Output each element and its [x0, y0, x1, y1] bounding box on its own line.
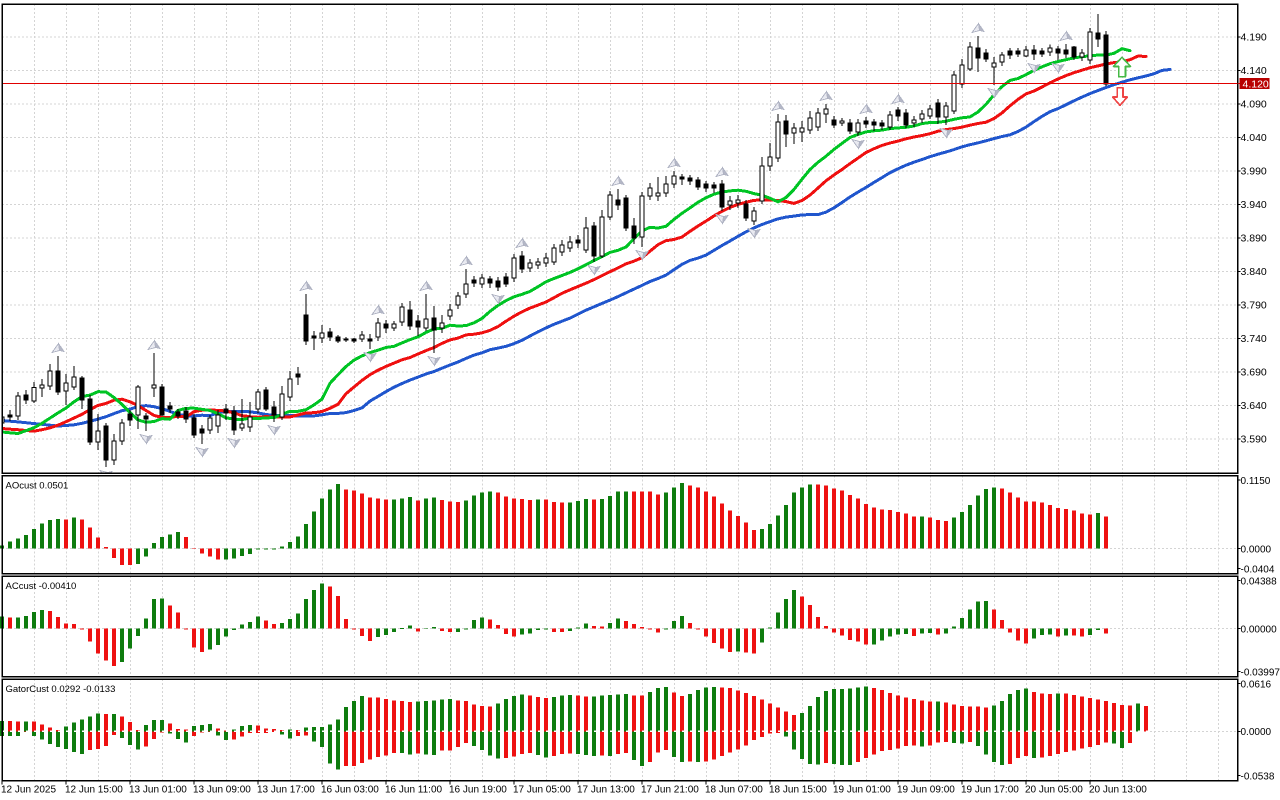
svg-text:19 Jun 09:00: 19 Jun 09:00 [897, 784, 955, 795]
svg-text:-0.0538: -0.0538 [1241, 771, 1275, 782]
svg-text:12 Jun 15:00: 12 Jun 15:00 [65, 784, 123, 795]
svg-text:16 Jun 11:00: 16 Jun 11:00 [385, 784, 443, 795]
svg-text:12 Jun 2025: 12 Jun 2025 [1, 784, 56, 795]
svg-text:19 Jun 17:00: 19 Jun 17:00 [961, 784, 1019, 795]
svg-text:ACcust -0.00410: ACcust -0.00410 [6, 581, 77, 592]
svg-text:4.120: 4.120 [1243, 78, 1269, 90]
svg-text:0.0000: 0.0000 [1241, 727, 1272, 738]
svg-text:16 Jun 03:00: 16 Jun 03:00 [321, 784, 379, 795]
svg-text:GatorCust 0.0292 -0.0133: GatorCust 0.0292 -0.0133 [6, 684, 116, 695]
svg-text:0.1150: 0.1150 [1241, 476, 1271, 487]
svg-text:3.790: 3.790 [1241, 300, 1267, 312]
svg-text:3.690: 3.690 [1241, 367, 1267, 379]
svg-text:20 Jun 13:00: 20 Jun 13:00 [1089, 784, 1147, 795]
svg-text:16 Jun 19:00: 16 Jun 19:00 [449, 784, 507, 795]
svg-text:4.190: 4.190 [1241, 32, 1267, 44]
svg-text:13 Jun 09:00: 13 Jun 09:00 [193, 784, 251, 795]
svg-text:4.040: 4.040 [1241, 132, 1267, 144]
svg-text:19 Jun 01:00: 19 Jun 01:00 [833, 784, 891, 795]
svg-text:0.0616: 0.0616 [1241, 679, 1272, 690]
svg-text:AOcust 0.0501: AOcust 0.0501 [6, 481, 69, 492]
svg-text:4.090: 4.090 [1241, 99, 1267, 111]
svg-text:3.890: 3.890 [1241, 233, 1267, 245]
svg-text:20 Jun 05:00: 20 Jun 05:00 [1025, 784, 1083, 795]
svg-text:3.840: 3.840 [1241, 266, 1267, 278]
svg-text:18 Jun 15:00: 18 Jun 15:00 [769, 784, 827, 795]
svg-text:-0.03997: -0.03997 [1241, 667, 1280, 678]
svg-text:4.140: 4.140 [1241, 65, 1267, 77]
svg-text:18 Jun 07:00: 18 Jun 07:00 [705, 784, 763, 795]
svg-text:3.940: 3.940 [1241, 199, 1267, 211]
svg-text:0.00000: 0.00000 [1241, 624, 1278, 635]
svg-text:13 Jun 17:00: 13 Jun 17:00 [257, 784, 315, 795]
svg-text:3.590: 3.590 [1241, 434, 1267, 446]
svg-text:-0.0404: -0.0404 [1241, 564, 1275, 575]
svg-text:0.04388: 0.04388 [1241, 576, 1278, 587]
svg-text:13 Jun 01:00: 13 Jun 01:00 [129, 784, 187, 795]
svg-text:17 Jun 21:00: 17 Jun 21:00 [641, 784, 699, 795]
svg-text:3.640: 3.640 [1241, 400, 1267, 412]
svg-text:17 Jun 13:00: 17 Jun 13:00 [577, 784, 635, 795]
svg-text:0.0000: 0.0000 [1241, 544, 1272, 555]
svg-text:3.740: 3.740 [1241, 333, 1267, 345]
svg-text:17 Jun 05:00: 17 Jun 05:00 [513, 784, 571, 795]
svg-text:3.990: 3.990 [1241, 166, 1267, 178]
